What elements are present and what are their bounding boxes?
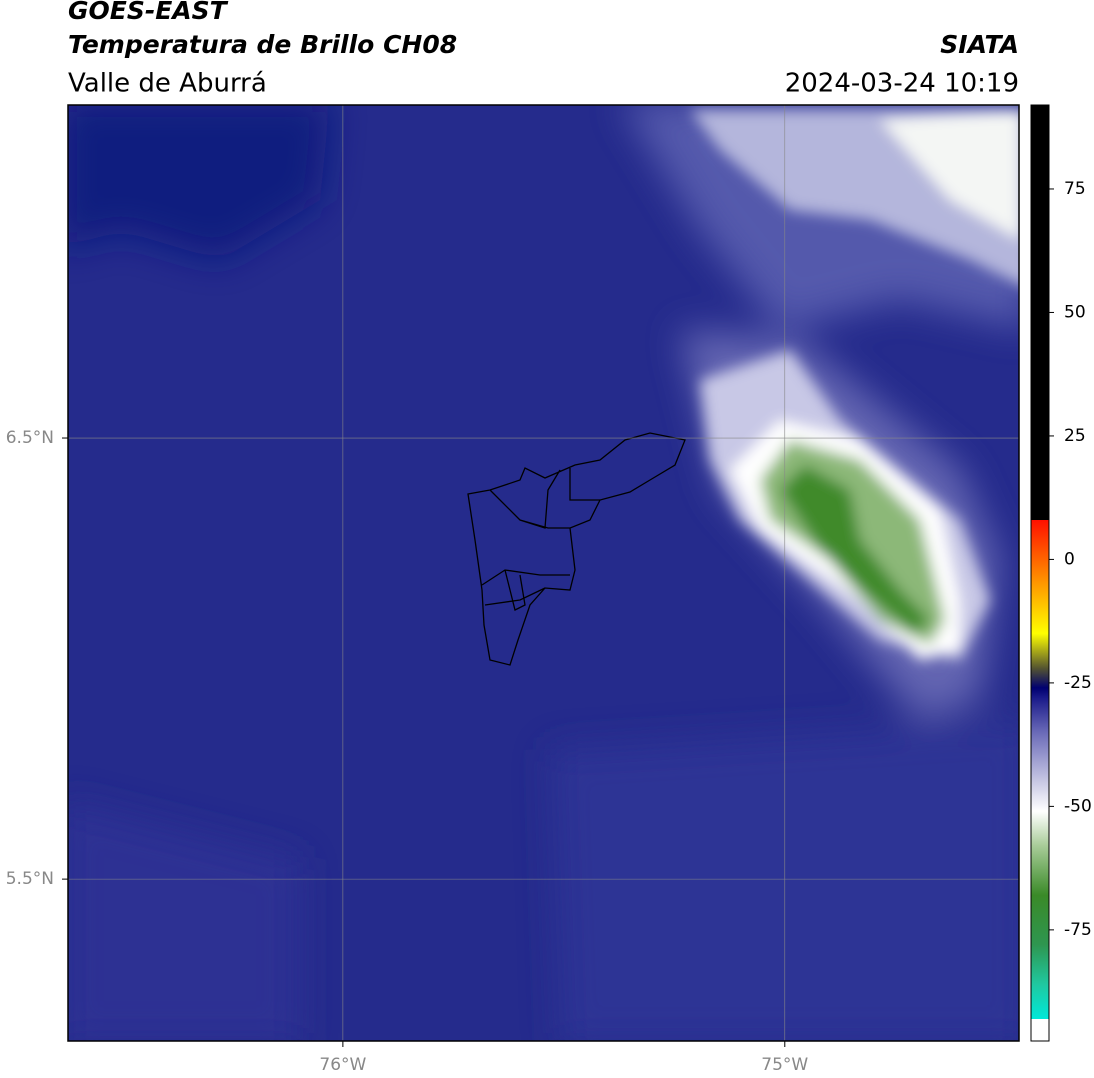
x-tick-label: 75°W — [761, 1055, 808, 1075]
colorbar-tick-label: -50 — [1064, 796, 1092, 816]
datetime: 2024-03-24 10:19 — [785, 69, 1019, 99]
municipal-boundaries — [467, 432, 686, 666]
map-image — [68, 105, 1019, 1041]
colorbar — [1030, 104, 1050, 1042]
colorbar-tick-label: 25 — [1064, 426, 1086, 446]
grid — [68, 105, 1019, 1041]
y-tick-label: 6.5°N — [6, 428, 54, 448]
title: GOES-EAST — [68, 0, 229, 25]
colorbar-tick-label: -75 — [1064, 920, 1092, 940]
colorbar-tick-label: 50 — [1064, 302, 1086, 322]
source: SIATA — [940, 30, 1019, 59]
y-tick-label: 5.5°N — [6, 869, 54, 889]
colorbar-tick-label: 75 — [1064, 179, 1086, 199]
map-frame — [67, 104, 1020, 1042]
colorbar-tick-label: 0 — [1064, 549, 1075, 569]
subtitle: Temperatura de Brillo CH08 — [68, 30, 457, 59]
x-tick-label: 76°W — [319, 1055, 366, 1075]
region: Valle de Aburrá — [68, 69, 267, 99]
colorbar-tick-label: -25 — [1064, 673, 1092, 693]
